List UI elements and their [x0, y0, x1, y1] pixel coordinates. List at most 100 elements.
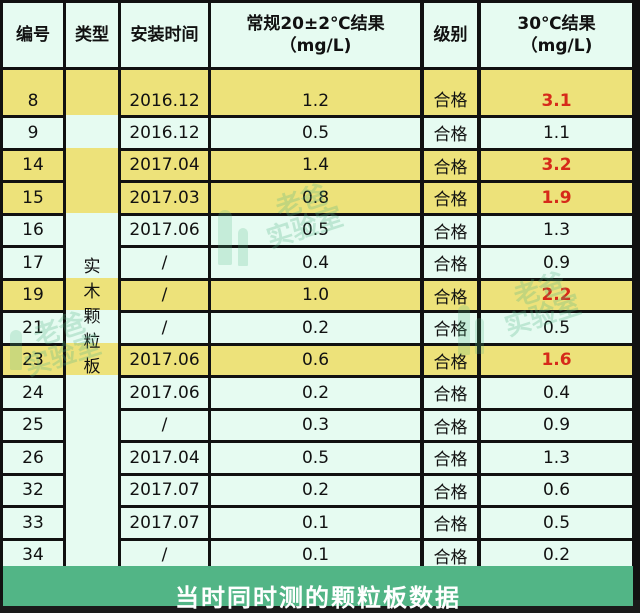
header-install-time: 安装时间	[121, 3, 208, 67]
type-cell-segment	[66, 375, 118, 408]
type-cell-segment	[66, 342, 118, 375]
row-id: 9	[3, 118, 63, 148]
row-grade: 合格	[424, 118, 477, 148]
type-cell-segment	[66, 310, 118, 343]
row-normal-result: 0.1	[211, 540, 420, 570]
row-normal-result: 0.5	[211, 118, 420, 148]
row-id: 34	[3, 540, 63, 570]
type-cell-segment	[66, 537, 118, 570]
row-id: 17	[3, 248, 63, 278]
row-install-time: 2017.06	[121, 215, 208, 245]
row-id: 14	[3, 150, 63, 180]
type-label-char: 木	[83, 281, 101, 302]
type-label-char: 粒	[83, 331, 101, 352]
row-normal-result: 0.2	[211, 475, 420, 505]
row-install-time: 2017.07	[121, 508, 208, 538]
row-hot-result: 3.1	[481, 70, 632, 115]
row-id: 26	[3, 443, 63, 473]
header-normal-result: 常规20±2℃结果 （mg/L)	[211, 3, 420, 67]
row-hot-result: 0.5	[481, 313, 632, 343]
type-cell-segment	[66, 212, 118, 245]
row-normal-result: 1.0	[211, 280, 420, 310]
row-hot-result: 1.3	[481, 215, 632, 245]
row-install-time: 2017.06	[121, 378, 208, 408]
row-id: 15	[3, 183, 63, 213]
formaldehyde-results-table: 编号 类型 安装时间 常规20±2℃结果 （mg/L) 级别 30℃结果 （mg/L) 8 201…	[3, 3, 632, 570]
row-normal-result: 0.3	[211, 410, 420, 440]
row-normal-result: 0.5	[211, 215, 420, 245]
row-grade: 合格	[424, 313, 477, 343]
row-normal-result: 0.2	[211, 378, 420, 408]
row-install-time: 2017.03	[121, 183, 208, 213]
row-install-time: 2017.06	[121, 345, 208, 375]
row-install-time: /	[121, 540, 208, 570]
header-normal-line2: （mg/L)	[279, 36, 352, 56]
row-grade: 合格	[424, 150, 477, 180]
type-cell-segment	[66, 407, 118, 440]
row-install-time: 2016.12	[121, 70, 208, 115]
type-label-char: 板	[83, 356, 101, 377]
type-cell-segment	[66, 440, 118, 473]
row-id: 21	[3, 313, 63, 343]
row-id: 25	[3, 410, 63, 440]
row-install-time: 2016.12	[121, 118, 208, 148]
type-label-char: 颗	[83, 306, 101, 327]
row-grade: 合格	[424, 248, 477, 278]
row-hot-result: 1.6	[481, 345, 632, 375]
row-normal-result: 0.4	[211, 248, 420, 278]
type-label-char: 实	[83, 256, 101, 277]
row-hot-result: 1.9	[481, 183, 632, 213]
row-id: 8	[3, 70, 63, 115]
row-normal-result: 0.8	[211, 183, 420, 213]
row-grade: 合格	[424, 410, 477, 440]
row-install-time: /	[121, 280, 208, 310]
row-grade: 合格	[424, 70, 477, 115]
type-cell-segment	[66, 115, 118, 148]
row-grade: 合格	[424, 540, 477, 570]
header-normal-line1: 常规20±2℃结果	[246, 14, 385, 34]
row-install-time: 2017.04	[121, 150, 208, 180]
row-id: 16	[3, 215, 63, 245]
type-cell-segment	[66, 180, 118, 213]
row-id: 19	[3, 280, 63, 310]
row-normal-result: 0.1	[211, 508, 420, 538]
type-cell-segment	[66, 505, 118, 538]
row-hot-result: 1.3	[481, 443, 632, 473]
row-id: 24	[3, 378, 63, 408]
header-grade: 级别	[424, 3, 477, 67]
row-hot-result: 1.1	[481, 118, 632, 148]
caption-text: 当时同时测的颗粒板数据	[175, 584, 461, 612]
type-label: 实木颗粒板	[66, 252, 118, 382]
row-hot-result: 0.2	[481, 540, 632, 570]
row-id: 23	[3, 345, 63, 375]
row-install-time: 2017.04	[121, 443, 208, 473]
row-grade: 合格	[424, 280, 477, 310]
row-grade: 合格	[424, 508, 477, 538]
row-hot-result: 3.2	[481, 150, 632, 180]
row-normal-result: 1.4	[211, 150, 420, 180]
header-hot-line2: （mg/L)	[520, 36, 593, 56]
row-hot-result: 0.6	[481, 475, 632, 505]
row-install-time: /	[121, 313, 208, 343]
type-cell-segment	[66, 277, 118, 310]
row-hot-result: 0.5	[481, 508, 632, 538]
type-cell-segment	[66, 472, 118, 505]
type-cell-segment	[66, 147, 118, 180]
row-id: 33	[3, 508, 63, 538]
row-normal-result: 0.6	[211, 345, 420, 375]
row-hot-result: 0.4	[481, 378, 632, 408]
type-cell-segment	[66, 70, 118, 115]
row-grade: 合格	[424, 215, 477, 245]
header-id: 编号	[3, 3, 63, 67]
row-install-time: /	[121, 410, 208, 440]
caption-banner: 当时同时测的颗粒板数据	[3, 566, 633, 612]
row-grade: 合格	[424, 183, 477, 213]
row-id: 32	[3, 475, 63, 505]
type-cell-segment	[66, 245, 118, 278]
row-normal-result: 0.5	[211, 443, 420, 473]
row-hot-result: 2.2	[481, 280, 632, 310]
row-grade: 合格	[424, 345, 477, 375]
header-hot-line1: 30℃结果	[517, 14, 596, 34]
row-hot-result: 0.9	[481, 410, 632, 440]
row-grade: 合格	[424, 475, 477, 505]
